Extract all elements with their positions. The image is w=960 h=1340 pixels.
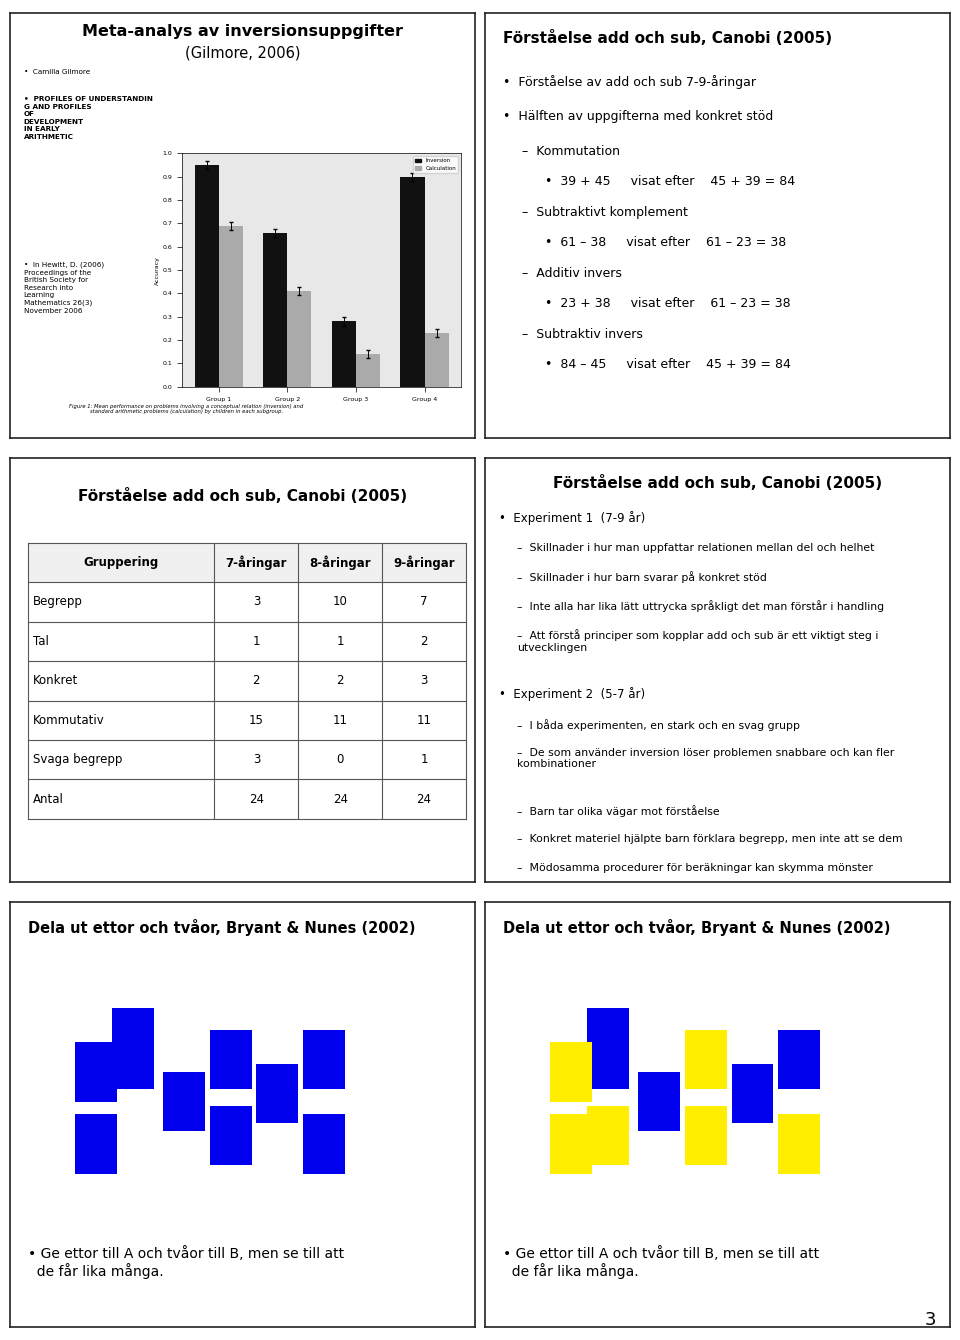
Text: –  Inte alla har lika lätt uttrycka språkligt det man förstår i handling: – Inte alla har lika lätt uttrycka språk… <box>517 600 884 612</box>
Bar <box>685 1106 727 1166</box>
Bar <box>287 291 311 387</box>
Legend: Inversion, Calculation: Inversion, Calculation <box>413 157 459 173</box>
Bar <box>356 354 380 387</box>
Text: 11: 11 <box>333 714 348 726</box>
Bar <box>256 1064 299 1123</box>
Text: –  Konkret materiel hjälpte barn förklara begrepp, men inte att se dem: – Konkret materiel hjälpte barn förklara… <box>517 835 903 844</box>
Bar <box>779 1029 820 1089</box>
Text: 7-åringar: 7-åringar <box>226 555 287 570</box>
Bar <box>303 1029 345 1089</box>
Bar <box>550 1043 592 1101</box>
Bar <box>163 1072 205 1131</box>
Bar <box>588 1106 629 1166</box>
Text: –  Skillnader i hur barn svarar på konkret stöd: – Skillnader i hur barn svarar på konkre… <box>517 572 767 583</box>
Text: 7: 7 <box>420 595 428 608</box>
Text: 24: 24 <box>249 793 264 805</box>
Text: Förståelse add och sub, Canobi (2005): Förståelse add och sub, Canobi (2005) <box>503 31 832 47</box>
Text: 10: 10 <box>333 595 348 608</box>
Bar <box>210 1029 252 1089</box>
Text: 0: 0 <box>337 753 344 766</box>
Text: •  39 + 45     visat efter    45 + 39 = 84: • 39 + 45 visat efter 45 + 39 = 84 <box>545 176 796 188</box>
Bar <box>75 1043 117 1101</box>
Text: 11: 11 <box>417 714 431 726</box>
Text: 9-åringar: 9-åringar <box>394 555 455 570</box>
Text: Dela ut ettor och tvåor, Bryant & Nunes (2002): Dela ut ettor och tvåor, Bryant & Nunes … <box>503 919 891 937</box>
Text: Förståelse add och sub, Canobi (2005): Förståelse add och sub, Canobi (2005) <box>78 488 407 504</box>
Text: 24: 24 <box>333 793 348 805</box>
Text: 2: 2 <box>336 674 344 687</box>
Text: 3: 3 <box>420 674 427 687</box>
Text: • Ge ettor till A och tvåor till B, men se till att
  de får lika många.: • Ge ettor till A och tvåor till B, men … <box>28 1246 345 1280</box>
Bar <box>263 233 287 387</box>
Bar <box>400 177 424 387</box>
Bar <box>424 334 448 387</box>
Text: • Ge ettor till A och tvåor till B, men se till att
  de får lika många.: • Ge ettor till A och tvåor till B, men … <box>503 1246 820 1280</box>
Text: Tal: Tal <box>33 635 49 647</box>
Text: –  I båda experimenten, en stark och en svag grupp: – I båda experimenten, en stark och en s… <box>517 718 801 730</box>
Text: •  Hälften av uppgifterna med konkret stöd: • Hälften av uppgifterna med konkret stö… <box>503 110 774 123</box>
Text: 1: 1 <box>336 635 344 647</box>
Bar <box>28 543 466 582</box>
Text: Förståelse add och sub, Canobi (2005): Förståelse add och sub, Canobi (2005) <box>553 474 882 490</box>
Text: –  Barn tar olika vägar mot förståelse: – Barn tar olika vägar mot förståelse <box>517 805 720 817</box>
Bar <box>638 1072 681 1131</box>
Text: 2: 2 <box>252 674 260 687</box>
Text: •  Förståelse av add och sub 7-9-åringar: • Förståelse av add och sub 7-9-åringar <box>503 75 756 88</box>
Text: (Gilmore, 2006): (Gilmore, 2006) <box>184 46 300 60</box>
Bar <box>75 1115 117 1174</box>
Text: 3: 3 <box>924 1312 936 1329</box>
Text: –  Mödosamma procedurer för beräkningar kan skymma mönster: – Mödosamma procedurer för beräkningar k… <box>517 863 874 874</box>
Bar <box>332 322 356 387</box>
Text: Figure 1: Mean performance on problems involving a conceptual relation (inversio: Figure 1: Mean performance on problems i… <box>69 403 303 414</box>
Text: –  Kommutation: – Kommutation <box>522 145 620 158</box>
Bar <box>685 1029 727 1089</box>
Text: Gruppering: Gruppering <box>84 556 159 570</box>
Text: •  Experiment 1  (7-9 år): • Experiment 1 (7-9 år) <box>499 511 645 525</box>
Text: •  61 – 38     visat efter    61 – 23 = 38: • 61 – 38 visat efter 61 – 23 = 38 <box>545 236 786 249</box>
Text: –  Subtraktivt komplement: – Subtraktivt komplement <box>522 205 688 218</box>
Text: •  Camilla Gilmore: • Camilla Gilmore <box>24 68 90 75</box>
Bar <box>195 165 219 387</box>
Text: •  In Hewitt, D. (2006)
Proceedings of the
British Society for
Research into
Lea: • In Hewitt, D. (2006) Proceedings of th… <box>24 261 104 314</box>
Text: •  23 + 38     visat efter    61 – 23 = 38: • 23 + 38 visat efter 61 – 23 = 38 <box>545 297 791 311</box>
Text: •  84 – 45     visat efter    45 + 39 = 84: • 84 – 45 visat efter 45 + 39 = 84 <box>545 358 791 371</box>
Text: 8-åringar: 8-åringar <box>309 555 371 570</box>
Text: –  Att förstå principer som kopplar add och sub är ett viktigt steg i
utveckling: – Att förstå principer som kopplar add o… <box>517 630 878 653</box>
Text: Konkret: Konkret <box>33 674 78 687</box>
Bar <box>588 1008 629 1089</box>
Text: –  De som använder inversion löser problemen snabbare och kan fler
kombinationer: – De som använder inversion löser proble… <box>517 748 895 769</box>
Text: Begrepp: Begrepp <box>33 595 83 608</box>
Text: Kommutativ: Kommutativ <box>33 714 105 726</box>
Text: 24: 24 <box>417 793 431 805</box>
Bar <box>732 1064 774 1123</box>
Bar <box>210 1106 252 1166</box>
Text: 3: 3 <box>252 595 260 608</box>
Text: –  Subtraktiv invers: – Subtraktiv invers <box>522 328 643 340</box>
Text: –  Skillnader i hur man uppfattar relationen mellan del och helhet: – Skillnader i hur man uppfattar relatio… <box>517 543 875 552</box>
Text: •  Experiment 2  (5-7 år): • Experiment 2 (5-7 år) <box>499 687 645 701</box>
Bar <box>219 225 243 387</box>
Bar <box>550 1115 592 1174</box>
Text: 1: 1 <box>252 635 260 647</box>
Text: 15: 15 <box>249 714 264 726</box>
Text: 2: 2 <box>420 635 428 647</box>
Y-axis label: Accuracy: Accuracy <box>155 256 159 284</box>
Text: Svaga begrepp: Svaga begrepp <box>33 753 122 766</box>
Text: –  Additiv invers: – Additiv invers <box>522 267 622 280</box>
Text: Dela ut ettor och tvåor, Bryant & Nunes (2002): Dela ut ettor och tvåor, Bryant & Nunes … <box>28 919 416 937</box>
Bar <box>779 1115 820 1174</box>
Text: •  PROFILES OF UNDERSTANDIN
G AND PROFILES
OF
DEVELOPMENT
IN EARLY
ARITHMETIC: • PROFILES OF UNDERSTANDIN G AND PROFILE… <box>24 96 153 139</box>
Text: Antal: Antal <box>33 793 63 805</box>
Text: Meta-analys av inversionsuppgifter: Meta-analys av inversionsuppgifter <box>82 24 403 39</box>
Text: 3: 3 <box>252 753 260 766</box>
Text: 1: 1 <box>420 753 428 766</box>
Bar <box>112 1008 154 1089</box>
Bar <box>303 1115 345 1174</box>
